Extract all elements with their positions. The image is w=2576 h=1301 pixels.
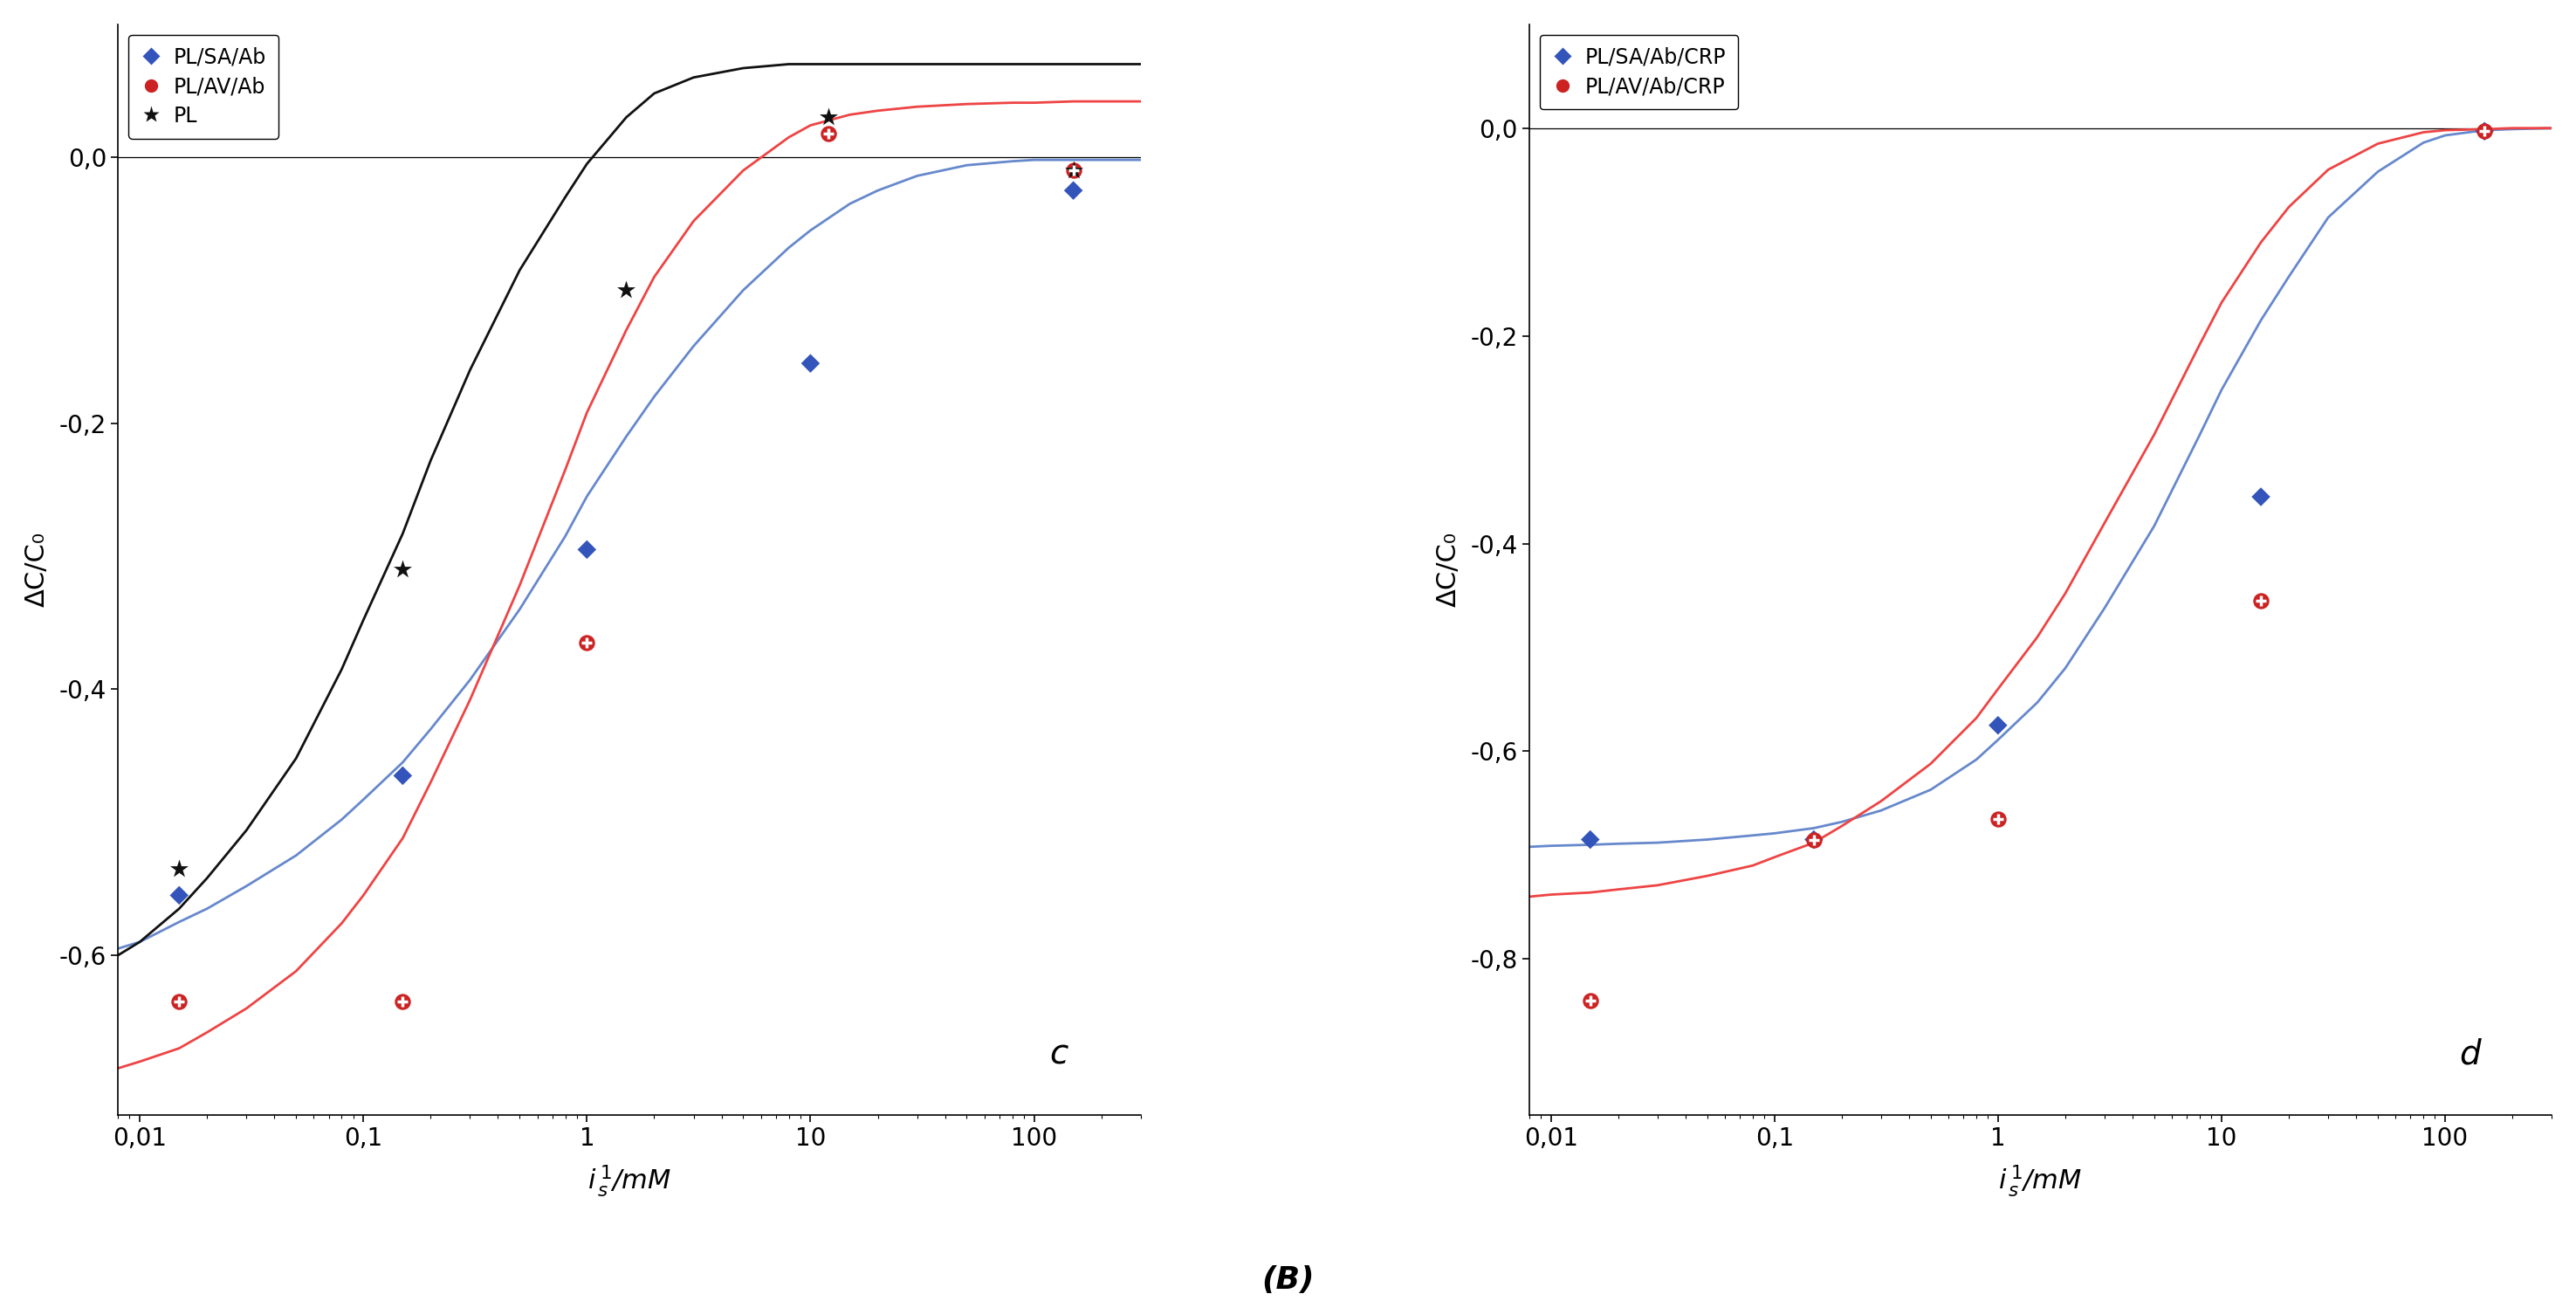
Point (381, 991, 422, 1012)
Point (806, 107, 848, 127)
Point (381, 765, 422, 786)
Point (160, 991, 201, 1012)
Point (2463, 121, 2504, 142)
Point (2241, 487, 2282, 507)
Y-axis label: ΔC/C₀: ΔC/C₀ (1435, 532, 1461, 608)
Point (1978, 808, 2020, 829)
Point (160, 991, 201, 1012)
Point (1054, 160, 1095, 181)
Point (605, 280, 647, 301)
Point (381, 559, 422, 580)
Point (381, 991, 422, 1012)
Point (1054, 180, 1095, 200)
Legend: PL/SA/Ab, PL/AV/Ab, PL: PL/SA/Ab, PL/AV/Ab, PL (129, 35, 278, 139)
Y-axis label: ΔC/C₀: ΔC/C₀ (23, 532, 49, 608)
Point (1054, 160, 1095, 181)
Point (791, 353, 832, 373)
Point (1793, 829, 1834, 850)
X-axis label: $\mathit{i}_{\,s}^{\,1}$/mM: $\mathit{i}_{\,s}^{\,1}$/mM (1999, 1163, 2081, 1198)
Point (2241, 591, 2282, 611)
Point (2463, 121, 2504, 142)
Point (567, 539, 608, 559)
Point (806, 122, 848, 143)
Point (1054, 160, 1095, 181)
Point (567, 632, 608, 653)
Point (1978, 716, 2020, 736)
Point (2463, 121, 2504, 142)
Point (1569, 829, 1610, 850)
Point (1569, 990, 1610, 1011)
Point (2241, 591, 2282, 611)
Point (1793, 829, 1834, 850)
Point (1569, 990, 1610, 1011)
Point (1793, 829, 1834, 850)
Text: (B): (B) (1262, 1265, 1314, 1294)
Legend: PL/SA/Ab/CRP, PL/AV/Ab/CRP: PL/SA/Ab/CRP, PL/AV/Ab/CRP (1540, 35, 1739, 109)
Text: c: c (1048, 1038, 1069, 1071)
Text: d: d (2460, 1038, 2481, 1071)
Point (567, 632, 608, 653)
Point (806, 122, 848, 143)
Point (160, 859, 201, 879)
Point (1978, 808, 2020, 829)
X-axis label: $\mathit{i}_{\,s}^{\,1}$/mM: $\mathit{i}_{\,s}^{\,1}$/mM (587, 1163, 672, 1198)
Point (160, 885, 201, 905)
